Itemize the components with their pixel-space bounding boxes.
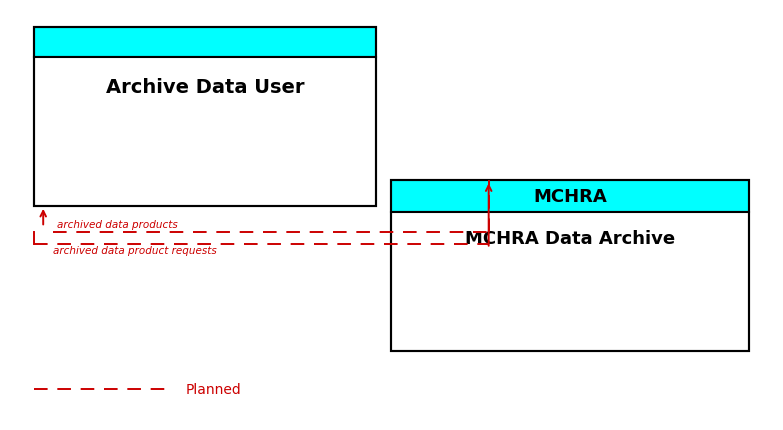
Text: MCHRA Data Archive: MCHRA Data Archive	[465, 229, 676, 247]
Text: archived data product requests: archived data product requests	[53, 246, 217, 255]
Text: Archive Data User: Archive Data User	[106, 78, 304, 97]
Text: MCHRA: MCHRA	[533, 188, 607, 206]
Text: archived data products: archived data products	[57, 220, 178, 230]
Bar	[34, 28, 376, 58]
Bar	[392, 181, 749, 351]
Bar	[34, 28, 376, 206]
Bar	[34, 58, 376, 206]
Text: Planned: Planned	[186, 382, 241, 396]
Bar	[392, 213, 749, 351]
Bar	[392, 181, 749, 213]
